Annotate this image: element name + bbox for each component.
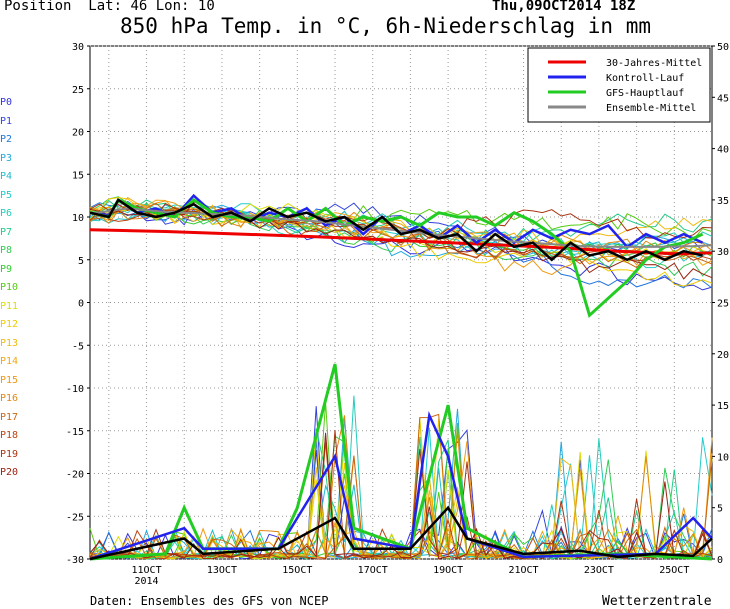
y-right-tick: 0 (717, 555, 723, 566)
member-label-p13: P13 (0, 337, 19, 349)
y-left-tick: 25 (72, 85, 84, 96)
member-label-p18: P18 (0, 430, 19, 441)
plot-frame (89, 45, 713, 560)
x-tick: 25OCT (659, 565, 689, 576)
member-label-p11: P11 (0, 300, 19, 312)
chart-title: 850 hPa Temp. in °C, 6h-Niederschlag in … (120, 14, 652, 38)
precip-line-black-mean (89, 505, 713, 561)
member-label-p3: P3 (0, 152, 13, 164)
member-label-p1: P1 (0, 115, 13, 127)
member-label-p2: P2 (0, 134, 13, 145)
y-left-tick: -5 (72, 341, 84, 352)
member-label-p4: P4 (0, 171, 13, 182)
member-temp-line (89, 201, 713, 280)
y-right-tick: 40 (717, 145, 729, 156)
member-label-p0: P0 (0, 97, 13, 108)
x-tick: 23OCT (584, 565, 614, 576)
member-precip-line (89, 442, 713, 561)
legend-label: GFS-Hauptlauf (606, 88, 684, 99)
y-right-tick: 25 (717, 299, 729, 310)
y-right-tick: 5 (717, 504, 723, 515)
member-label-p9: P9 (0, 263, 13, 275)
member-temp-line (89, 202, 713, 269)
member-temp-line (89, 204, 713, 248)
data-source-label: Daten: Ensembles des GFS von NCEP (90, 594, 329, 608)
x-tick: 21OCT (508, 565, 538, 576)
member-label-p6: P6 (0, 208, 13, 219)
y-left-tick: 10 (72, 213, 84, 224)
member-label-p16: P16 (0, 393, 19, 404)
y-right-tick: 15 (717, 401, 729, 412)
x-tick: 15OCT (282, 565, 312, 576)
member-temp-line (89, 196, 713, 287)
y-right-tick: 35 (717, 196, 729, 207)
member-label-p12: P12 (0, 319, 19, 330)
member-precip-line (89, 430, 713, 560)
member-label-p7: P7 (0, 226, 13, 238)
y-left-tick: -25 (66, 512, 84, 523)
y-left-tick: -30 (66, 555, 84, 566)
ensemble-chart: 302520151050-5-10-15-20-25-3050454035302… (66, 42, 729, 587)
legend-label: Kontroll-Lauf (606, 73, 684, 84)
y-right-tick: 20 (717, 350, 729, 361)
x-tick: 19OCT (433, 565, 463, 576)
y-left-tick: 5 (78, 256, 84, 267)
member-label-p10: P10 (0, 282, 19, 293)
temp-line-black-mean (89, 198, 703, 262)
legend-label: 30-Jahres-Mittel (606, 58, 702, 69)
brand-label: Wetterzentrale (602, 594, 712, 609)
member-label-p5: P5 (0, 189, 13, 201)
legend-box (527, 47, 711, 123)
member-label-p14: P14 (0, 356, 19, 367)
y-right-tick: 10 (717, 452, 729, 463)
y-left-tick: -15 (66, 427, 84, 438)
y-right-tick: 50 (717, 42, 729, 53)
member-label-p17: P17 (0, 411, 19, 423)
y-left-tick: -10 (66, 384, 84, 395)
y-left-tick: -20 (66, 470, 84, 481)
x-sub-tick: 2014 (134, 576, 158, 587)
member-label-p20: P20 (0, 467, 19, 478)
legend-label: Ensemble-Mittel (606, 103, 696, 114)
y-left-tick: 15 (72, 170, 84, 181)
y-right-tick: 45 (717, 93, 729, 104)
member-label-p19: P19 (0, 448, 19, 460)
x-tick: 13OCT (207, 565, 237, 576)
y-left-tick: 30 (72, 42, 84, 53)
y-left-tick: 20 (72, 128, 84, 139)
y-left-tick: 0 (78, 299, 84, 310)
x-tick: 17OCT (358, 565, 388, 576)
position-label: Position Lat: 46 Lon: 10 (4, 0, 215, 14)
x-tick: 11OCT (131, 565, 161, 576)
y-right-tick: 30 (717, 247, 729, 258)
datetime-label: Thu,09OCT2014 18Z (492, 0, 636, 14)
member-label-p15: P15 (0, 374, 19, 386)
member-label-p8: P8 (0, 245, 13, 256)
